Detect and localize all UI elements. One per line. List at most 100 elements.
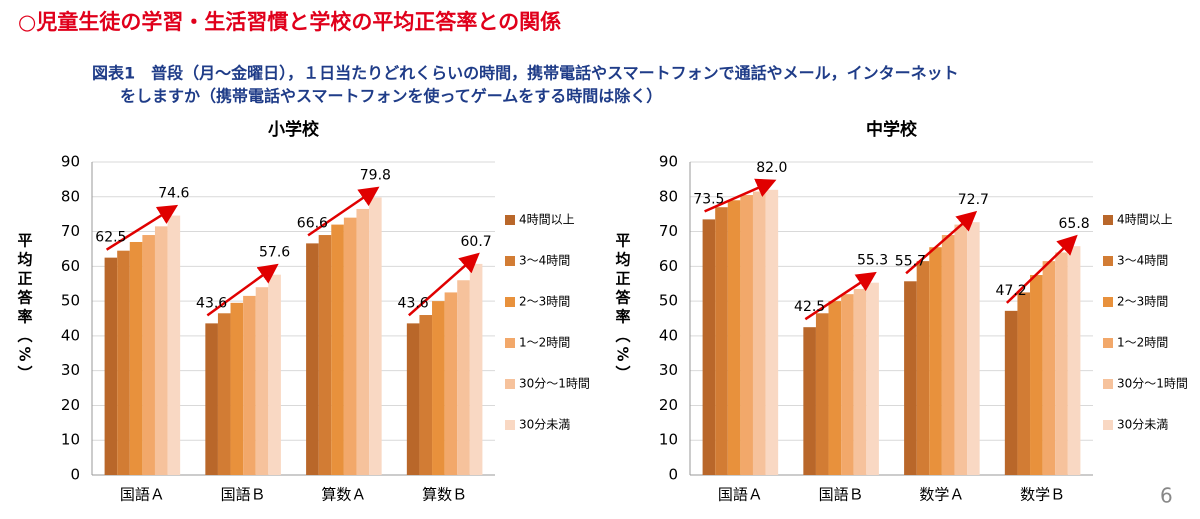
data-label: 66.6 [297, 215, 328, 231]
bar [369, 197, 382, 475]
bar [954, 224, 968, 475]
data-label: 43.6 [398, 295, 429, 311]
bar [853, 288, 867, 475]
bar [306, 243, 319, 475]
x-tick-label: 国語Ａ [718, 486, 763, 504]
bar [967, 222, 980, 475]
bar [702, 219, 716, 475]
y-tick-label: 70 [61, 222, 80, 240]
bar [343, 217, 357, 475]
data-label: 62.5 [95, 230, 126, 246]
bar [356, 208, 370, 475]
legend-label: 30分未満 [519, 418, 570, 432]
legend-swatch [505, 379, 515, 389]
x-tick-label: 算数Ａ [321, 486, 366, 504]
trend-arrow [206, 263, 279, 317]
bar [406, 323, 420, 475]
data-label: 55.7 [895, 253, 926, 269]
y-tick-label: 10 [659, 431, 678, 449]
legend-swatch [505, 297, 515, 307]
y-tick-label: 30 [659, 361, 678, 379]
y-tick-label: 20 [61, 396, 80, 414]
bar [828, 301, 842, 475]
x-tick-label: 国語Ｂ [221, 486, 266, 504]
data-label: 55.3 [857, 253, 888, 269]
bar [142, 235, 155, 475]
x-tick-label: 数学Ｂ [1020, 486, 1065, 504]
x-tick-label: 算数Ｂ [422, 486, 467, 504]
bar [752, 191, 766, 476]
legend-swatch [505, 420, 515, 430]
y-tick-label: 70 [659, 222, 678, 240]
bar [765, 189, 779, 476]
data-label: 79.8 [360, 167, 391, 183]
subtitle: をしますか（携帯電話やスマートフォンを使ってゲームをする時間は除く） [120, 87, 662, 106]
slide-title: ○児童生徒の学習・生活習慣と学校の平均正答率との関係 [18, 10, 561, 34]
bar [154, 226, 168, 475]
data-label: 47.2 [996, 283, 1027, 299]
legend-label: 2～3時間 [519, 295, 570, 309]
chart-title: 小学校 [268, 119, 320, 140]
bar [866, 282, 879, 475]
bar [469, 263, 483, 475]
bar [1055, 252, 1068, 475]
legend-label: 4時間以上 [1117, 213, 1173, 227]
y-tick-label: 20 [659, 396, 678, 414]
x-tick-label: 国語Ａ [120, 486, 165, 504]
bar [929, 247, 942, 475]
trend-arrow [1005, 234, 1078, 304]
trend-arrow [408, 252, 480, 317]
legend-swatch [1103, 297, 1113, 307]
bar [117, 250, 130, 475]
bar [1067, 246, 1081, 475]
y-tick-label: 30 [61, 361, 80, 379]
bar [129, 241, 143, 475]
bar [1042, 261, 1056, 475]
bar [205, 323, 218, 475]
y-tick-label: 40 [659, 326, 678, 344]
y-axis-label: 平均正答率（%） [16, 232, 34, 384]
y-tick-label: 60 [659, 257, 678, 275]
legend-swatch [1103, 420, 1113, 430]
bar [217, 313, 231, 475]
bar [916, 261, 930, 475]
data-label: 42.5 [794, 299, 825, 315]
y-tick-label: 90 [61, 153, 80, 171]
bar [815, 313, 829, 475]
y-tick-label: 80 [659, 187, 678, 205]
legend-label: 30分～1時間 [519, 377, 590, 391]
legend-label: 30分～1時間 [1117, 377, 1188, 391]
trend-arrow [804, 271, 877, 321]
y-tick-label: 50 [61, 292, 80, 310]
legend-swatch [1103, 215, 1113, 225]
bar [230, 302, 244, 475]
trend-arrow [704, 178, 777, 213]
trend-arrow [307, 186, 380, 237]
bar [904, 281, 917, 475]
bar [727, 200, 741, 475]
data-label: 82.0 [756, 160, 787, 176]
data-label: 72.7 [958, 192, 989, 208]
bar [1030, 275, 1043, 475]
x-tick-label: 数学Ａ [919, 486, 964, 504]
data-label: 74.6 [158, 186, 189, 202]
legend-swatch [1103, 379, 1113, 389]
legend-swatch [1103, 338, 1113, 348]
y-tick-label: 40 [61, 326, 80, 344]
data-label: 65.8 [1059, 216, 1090, 232]
bar [803, 327, 816, 475]
data-label: 57.6 [259, 245, 290, 261]
data-label: 73.5 [693, 191, 724, 207]
legend-label: 4時間以上 [519, 213, 575, 227]
data-label: 43.6 [196, 295, 227, 311]
y-tick-label: 10 [61, 431, 80, 449]
trend-arrow [905, 210, 978, 275]
data-label: 60.7 [461, 234, 492, 250]
bar [457, 280, 470, 475]
legend-label: 2～3時間 [1117, 295, 1168, 309]
bar [941, 235, 955, 475]
bar [167, 215, 181, 475]
page-number: 6 [1160, 484, 1173, 508]
